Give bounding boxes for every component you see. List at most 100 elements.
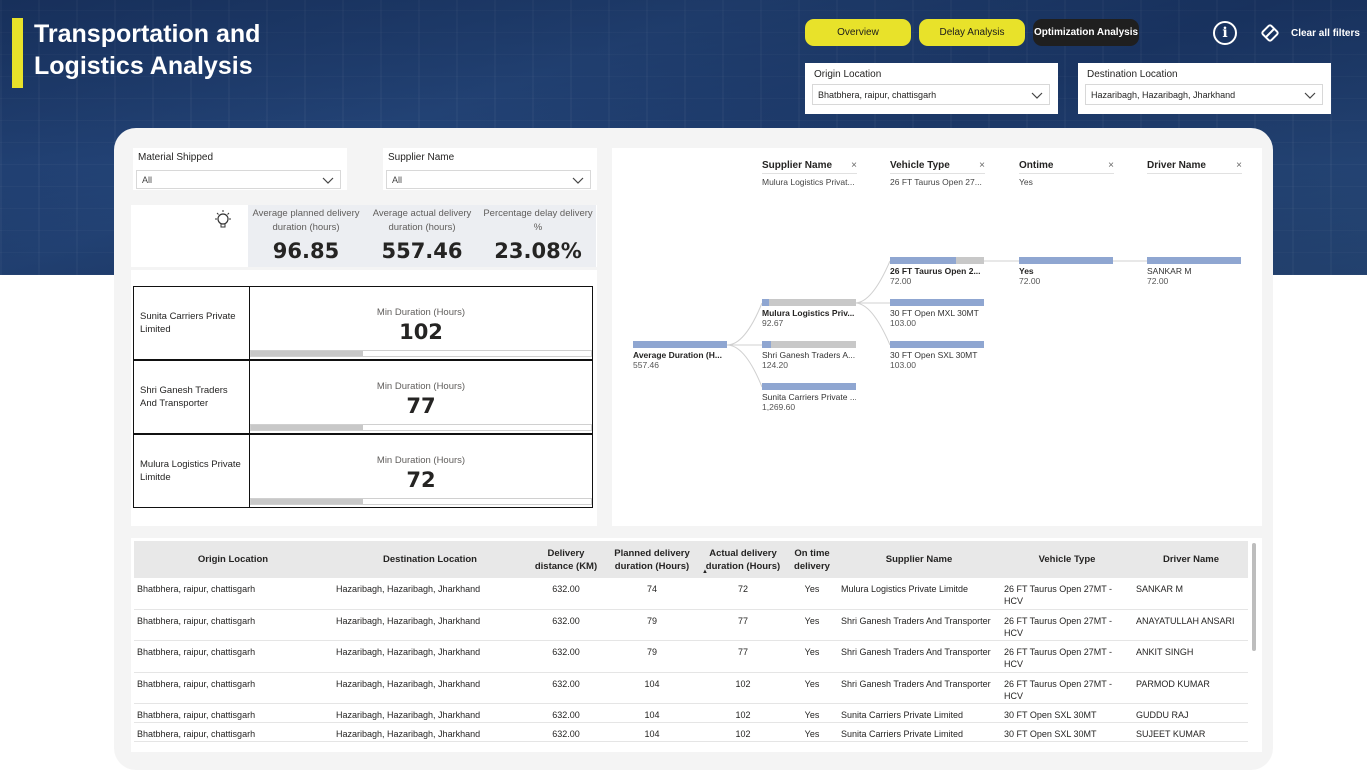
tree-node-supplier[interactable]: Mulura Logistics Priv... 92.67 <box>762 299 856 328</box>
tree-node-vehicle[interactable]: 26 FT Taurus Open 2... 72.00 <box>890 257 984 286</box>
tree-node-label: Average Duration (H... <box>633 350 722 360</box>
page-title: Transportation and Logistics Analysis <box>34 18 294 82</box>
table-row[interactable]: Bhatbhera, raipur, chattisgarh Hazaribagh… <box>134 673 1248 704</box>
supplier-card-progress <box>250 350 592 357</box>
origin-location-dropdown[interactable]: Bhatbhera, raipur, chattisgarh <box>812 84 1050 105</box>
column-header-distance[interactable]: Delivery distance (KM) <box>534 547 598 572</box>
tree-level-title: Supplier Name <box>762 160 833 171</box>
column-header-planned[interactable]: Planned delivery duration (Hours) <box>614 547 690 572</box>
table-cell: Shri Ganesh Traders And Transporter <box>841 647 991 657</box>
info-icon[interactable]: i <box>1213 21 1237 45</box>
sort-ascending-icon[interactable]: ▲ <box>702 569 708 575</box>
column-header-vehicle[interactable]: Vehicle Type <box>1038 554 1096 565</box>
destination-location-dropdown[interactable]: Hazaribagh, Hazaribagh, Jharkhand <box>1085 84 1323 105</box>
column-header-origin[interactable]: Origin Location <box>197 554 269 565</box>
table-cell: 77 <box>737 647 748 657</box>
table-row[interactable]: Bhatbhera, raipur, chattisgarh Hazaribagh… <box>134 704 1248 723</box>
tree-level-header-vehicle[interactable]: Vehicle Type × <box>890 160 985 174</box>
tree-node-label: 30 FT Open SXL 30MT <box>890 350 978 360</box>
kpi-label: Percentage delay delivery % <box>483 208 593 233</box>
table-cell: PARMOD KUMAR <box>1136 679 1210 689</box>
material-shipped-value: All <box>142 174 153 185</box>
tree-level-header-supplier[interactable]: Supplier Name × <box>762 160 857 174</box>
table-cell: Yes <box>804 647 820 657</box>
table-cell: Shri Ganesh Traders And Transporter <box>841 616 991 626</box>
clear-all-filters-button[interactable]: Clear all filters <box>1291 28 1360 39</box>
nav-overview-button[interactable]: Overview <box>805 19 911 46</box>
table-row[interactable]: Bhatbhera, raipur, chattisgarh Hazaribagh… <box>134 641 1248 673</box>
table-cell: Bhatbhera, raipur, chattisgarh <box>137 679 256 689</box>
close-icon[interactable]: × <box>979 160 985 171</box>
close-icon[interactable]: × <box>851 160 857 171</box>
table-cell: 632.00 <box>552 729 580 739</box>
table-cell: 79 <box>646 647 657 657</box>
table-cell: 26 FT Taurus Open 27MT - HCV <box>1004 584 1113 606</box>
tree-level-title: Vehicle Type <box>890 160 950 171</box>
supplier-card-progress <box>250 424 592 431</box>
table-cell: Yes <box>804 729 820 739</box>
chevron-down-icon <box>1031 92 1043 99</box>
tree-node-value: 72.00 <box>890 276 912 286</box>
column-header-supplier[interactable]: Supplier Name <box>885 554 953 565</box>
column-header-ontime[interactable]: On time delivery <box>794 547 830 572</box>
table-cell: Hazaribagh, Hazaribagh, Jharkhand <box>336 679 481 689</box>
column-header-actual[interactable]: Actual delivery duration (Hours) <box>705 547 781 572</box>
table-cell: 104 <box>644 679 660 689</box>
supplier-card-metric-label: Min Duration (Hours) <box>376 455 466 466</box>
table-cell: Sunita Carriers Private Limited <box>841 710 964 720</box>
table-cell: Hazaribagh, Hazaribagh, Jharkhand <box>336 710 481 720</box>
origin-location-label: Origin Location <box>814 69 882 80</box>
chevron-down-icon <box>322 177 334 184</box>
tree-node-vehicle[interactable]: 30 FT Open SXL 30MT 103.00 <box>890 341 984 370</box>
supplier-card[interactable]: Sunita Carriers Private Limited Min Dura… <box>133 286 593 360</box>
close-icon[interactable]: × <box>1108 160 1114 171</box>
nav-optimization-analysis-button[interactable]: Optimization Analysis <box>1033 19 1139 46</box>
table-cell: Yes <box>804 616 820 626</box>
kpi-value: 557.46 <box>381 239 463 263</box>
lightbulb-icon[interactable] <box>213 209 233 231</box>
material-shipped-label: Material Shipped <box>138 152 214 163</box>
table-cell: 632.00 <box>552 616 580 626</box>
supplier-card-name: Mulura Logistics Private Limitde <box>134 435 250 507</box>
supplier-card-metric-label: Min Duration (Hours) <box>376 381 466 392</box>
table-cell: Mulura Logistics Private Limitde <box>841 584 969 594</box>
table-row[interactable]: Bhatbhera, raipur, chattisgarh Hazaribagh… <box>134 610 1248 641</box>
supplier-card-metric-label: Min Duration (Hours) <box>376 307 466 318</box>
table-cell: Sunita Carriers Private Limited <box>841 729 964 739</box>
table-cell: 102 <box>735 679 751 689</box>
table-row[interactable]: Bhatbhera, raipur, chattisgarh Hazaribagh… <box>134 723 1248 742</box>
page-title-line1: Transportation and <box>34 20 261 48</box>
nav-delay-analysis-button[interactable]: Delay Analysis <box>919 19 1025 46</box>
destination-location-value: Hazaribagh, Hazaribagh, Jharkhand <box>1091 89 1236 100</box>
table-cell: 102 <box>735 729 751 739</box>
tree-node-label: Mulura Logistics Priv... <box>762 308 855 318</box>
supplier-card[interactable]: Mulura Logistics Private Limitde Min Dur… <box>133 434 593 508</box>
table-scrollbar[interactable] <box>1252 543 1256 651</box>
supplier-card[interactable]: Shri Ganesh Traders And Transporter Min … <box>133 360 593 434</box>
tree-node-supplier[interactable]: Sunita Carriers Private ... 1,269.60 <box>762 383 856 412</box>
column-header-driver[interactable]: Driver Name <box>1163 554 1219 565</box>
table-cell: 632.00 <box>552 679 580 689</box>
tree-node-driver[interactable]: SANKAR M 72.00 <box>1147 257 1241 286</box>
tree-level-selection: 26 FT Taurus Open 27... <box>890 177 982 187</box>
supplier-card-metric-value: 77 <box>406 394 436 418</box>
tree-level-selection: Mulura Logistics Privat... <box>762 177 855 187</box>
tree-node-vehicle[interactable]: 30 FT Open MXL 30MT 103.00 <box>890 299 984 328</box>
tree-node-value: 92.67 <box>762 318 784 328</box>
table-cell: 72 <box>737 584 748 594</box>
material-shipped-dropdown[interactable]: All <box>136 170 341 189</box>
supplier-card-progress-fill <box>251 351 364 356</box>
eraser-icon[interactable] <box>1261 23 1279 43</box>
table-row[interactable]: Bhatbhera, raipur, chattisgarh Hazaribagh… <box>134 578 1248 610</box>
tree-node-ontime[interactable]: Yes 72.00 <box>1019 257 1113 286</box>
supplier-name-dropdown[interactable]: All <box>386 170 591 189</box>
table-cell: Hazaribagh, Hazaribagh, Jharkhand <box>336 616 481 626</box>
delivery-table: Origin Location Destination Location Del… <box>131 538 1262 752</box>
tree-level-header-ontime[interactable]: Ontime × <box>1019 160 1114 174</box>
table-cell: Shri Ganesh Traders And Transporter <box>841 679 991 689</box>
tree-node-supplier[interactable]: Shri Ganesh Traders A... 124.20 <box>762 341 856 370</box>
tree-node-root[interactable]: Average Duration (H... 557.46 <box>633 341 727 370</box>
tree-level-header-driver[interactable]: Driver Name × <box>1147 160 1242 174</box>
close-icon[interactable]: × <box>1236 160 1242 171</box>
column-header-destination[interactable]: Destination Location <box>383 554 477 565</box>
